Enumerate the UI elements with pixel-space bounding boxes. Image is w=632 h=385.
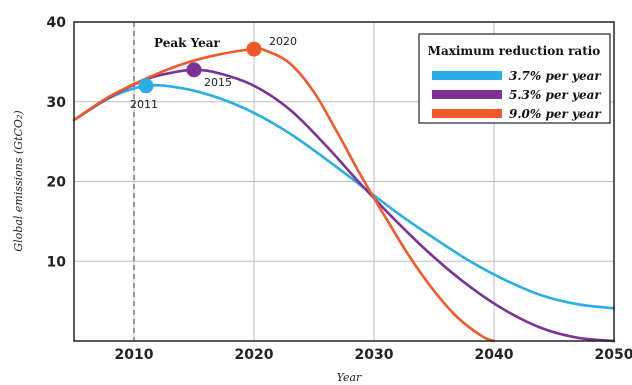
legend-label-3: 9.0% per year (509, 107, 602, 121)
legend-title: Maximum reduction ratio (428, 44, 601, 58)
peak-point-2015 (186, 62, 202, 78)
x-tick-label: 2040 (475, 347, 514, 363)
y-tick-label: 10 (47, 254, 67, 270)
x-tick-label: 2030 (355, 347, 394, 363)
peak-points-layer: 2011 2015 2020 (130, 35, 297, 111)
series-line-2 (72, 68, 616, 343)
legend-label-2: 5.3% per year (509, 88, 602, 102)
x-tick-label: 2020 (235, 347, 274, 363)
peak-label-2011: 2011 (130, 98, 158, 111)
legend-label-1: 3.7% per year (509, 69, 602, 83)
legend-swatch-1 (432, 71, 502, 80)
series-line-3 (72, 47, 496, 343)
peak-label-2020: 2020 (269, 35, 297, 48)
plot-frame (73, 21, 615, 342)
legend-swatch-3 (432, 109, 502, 118)
peak-point-2011 (138, 78, 154, 94)
peak-point-2020 (246, 41, 262, 57)
peak-year-annotation: Peak Year (154, 36, 221, 50)
y-tick-label: 30 (47, 95, 67, 111)
legend: Maximum reduction ratio 3.7% per year 5.3… (418, 33, 611, 124)
y-tick-label: 20 (47, 175, 67, 191)
peak-label-2015: 2015 (204, 76, 232, 89)
x-tick-label: 2050 (595, 347, 632, 363)
y-tick-label: 40 (47, 15, 67, 31)
x-axis-label: Year (337, 371, 362, 384)
series-layer (72, 47, 616, 343)
legend-items: 3.7% per year 5.3% per year 9.0% per year (432, 69, 602, 121)
y-axis-label: Global emissions (GtCO₂) (12, 110, 25, 251)
legend-swatch-2 (432, 90, 502, 99)
x-tick-label: 2010 (115, 347, 154, 363)
series-line-1 (72, 83, 616, 310)
